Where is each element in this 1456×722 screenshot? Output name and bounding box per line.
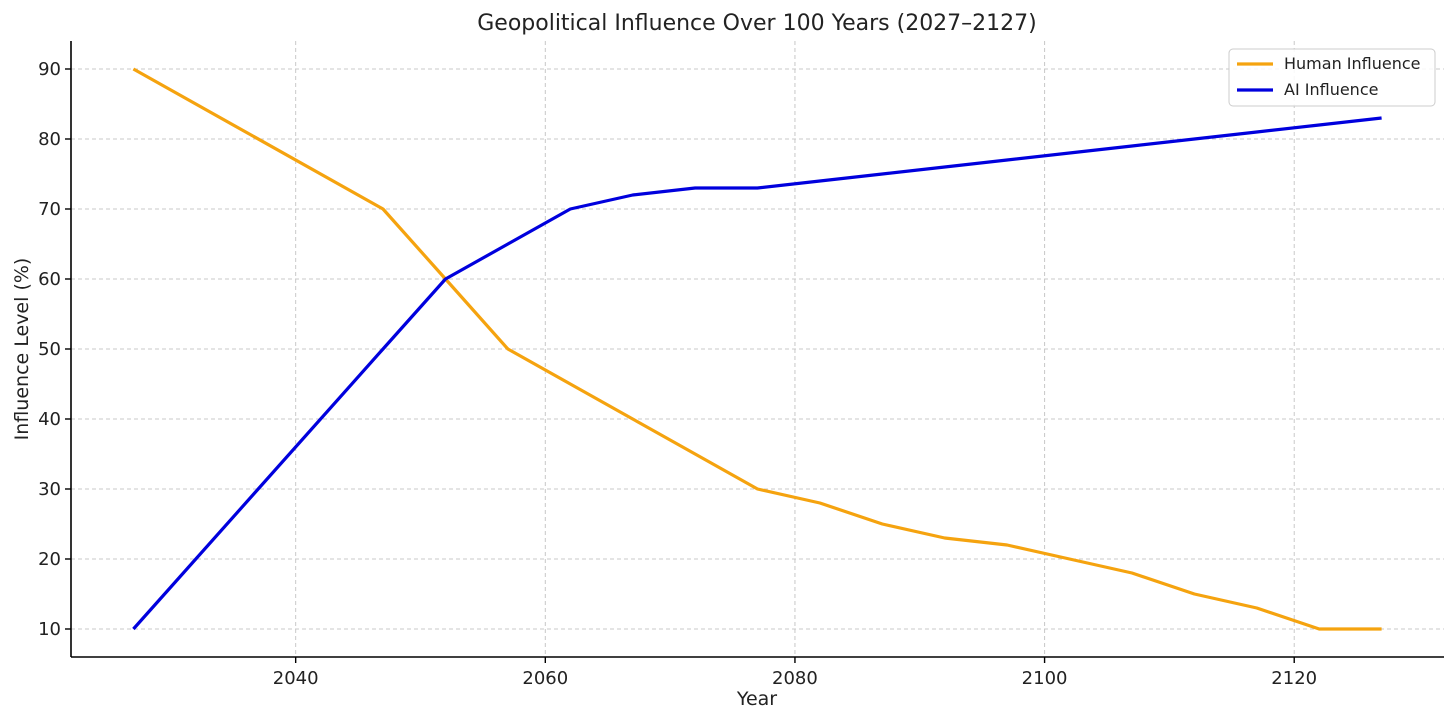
y-tick-label: 30 [38,479,61,500]
y-tick-label: 40 [38,409,61,430]
x-tick-label: 2120 [1271,668,1317,689]
chart-title: Geopolitical Influence Over 100 Years (2… [477,11,1037,36]
ticks: 10 20 30 40 50 60 70 80 90 2040 2060 2080 2100 2120 [38,59,1317,689]
series-line-human-influence [132,67,1382,631]
y-tick-label: 70 [38,199,61,220]
y-tick-label: 80 [38,129,61,150]
y-tick-label: 10 [38,619,61,640]
x-tick-label: 2040 [273,668,319,689]
y-axis-label: Influence Level (%) [11,258,33,441]
y-tick-label: 90 [38,59,61,80]
y-tick-label: 60 [38,269,61,290]
legend-label-ai-influence: AI Influence [1284,80,1378,99]
y-tick-label: 20 [38,549,61,570]
x-tick-label: 2060 [522,668,568,689]
series-line-ai-influence [132,116,1382,631]
x-tick-label: 2100 [1022,668,1068,689]
x-tick-label: 2080 [772,668,818,689]
x-axis-label: Year [736,688,777,710]
legend: Human Influence AI Influence [1228,48,1436,107]
grid [71,41,1444,657]
legend-label-human-influence: Human Influence [1284,54,1421,73]
series-layer [132,67,1382,631]
y-tick-label: 50 [38,339,61,360]
legend-box [1228,48,1436,107]
